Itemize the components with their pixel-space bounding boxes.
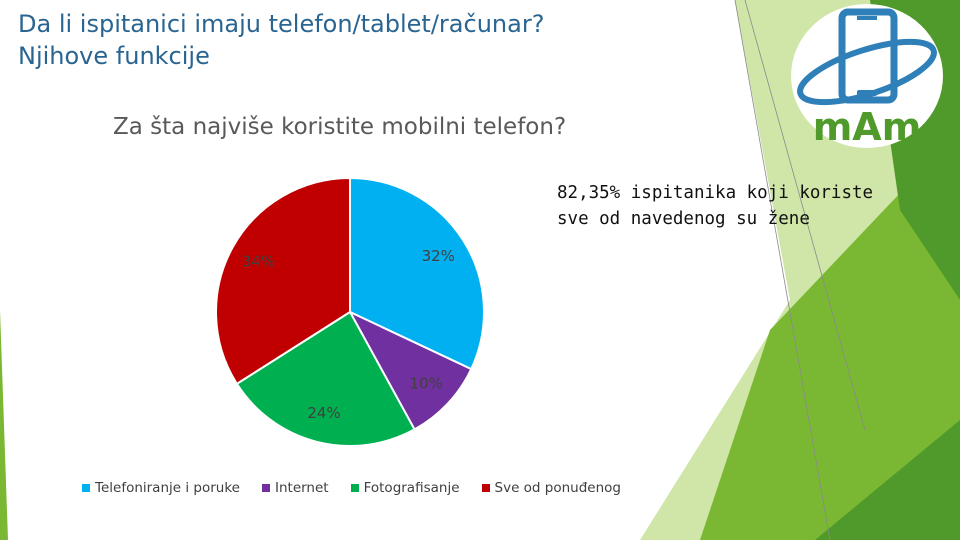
right-mid-wedge <box>700 130 960 540</box>
legend-label: Sve od ponuđenog <box>494 480 621 496</box>
pie-slice-2 <box>235 310 416 447</box>
legend-swatch <box>350 484 359 492</box>
pie-data-label-2: 24% <box>307 404 340 422</box>
legend-item-sve: Sve od ponuđenog <box>481 480 621 496</box>
chart-title: Za šta najviše koristite mobilni telefon… <box>113 114 567 140</box>
logo-text: mAm <box>813 105 922 149</box>
pie-data-label-1: 10% <box>410 375 443 393</box>
legend-swatch <box>481 484 490 492</box>
chart-legend: Telefoniranje i poruke Internet Fotograf… <box>82 480 621 496</box>
statistic-note: 82,35% ispitanika koji koriste sve od na… <box>557 180 873 232</box>
left-accent-strip <box>0 310 8 540</box>
legend-label: Telefoniranje i poruke <box>95 480 240 496</box>
legend-swatch <box>82 484 90 492</box>
note-line-1: 82,35% ispitanika koji koriste <box>557 183 874 203</box>
legend-label: Fotografisanje <box>363 480 460 496</box>
right-bottom-wedge <box>815 420 960 540</box>
pie-chart: 32% 10% 24% 34% <box>215 176 485 447</box>
pie-slice-3 <box>215 176 351 386</box>
slide-title-line-1: Da li ispitanici imaju telefon/tablet/ra… <box>18 10 545 38</box>
pie-slice-0 <box>349 176 485 371</box>
mam-logo: mAm <box>791 4 943 149</box>
legend-label: Internet <box>274 480 329 496</box>
slide-title-line-2: Njihove funkcije <box>18 42 210 70</box>
legend-item-fotografisanje: Fotografisanje <box>350 480 460 496</box>
pie-data-label-3: 34% <box>242 253 275 271</box>
slide-title: Da li ispitanici imaju telefon/tablet/ra… <box>18 8 544 72</box>
guide-line-1 <box>734 0 831 540</box>
note-line-2: sve od navedenog su žene <box>557 209 810 229</box>
legend-swatch <box>261 484 270 492</box>
pie-slice-1 <box>347 309 473 431</box>
guide-line-2 <box>744 0 866 431</box>
legend-item-telefoniranje: Telefoniranje i poruke <box>82 480 240 496</box>
pie-data-label-0: 32% <box>422 247 455 265</box>
legend-item-internet: Internet <box>261 480 329 496</box>
